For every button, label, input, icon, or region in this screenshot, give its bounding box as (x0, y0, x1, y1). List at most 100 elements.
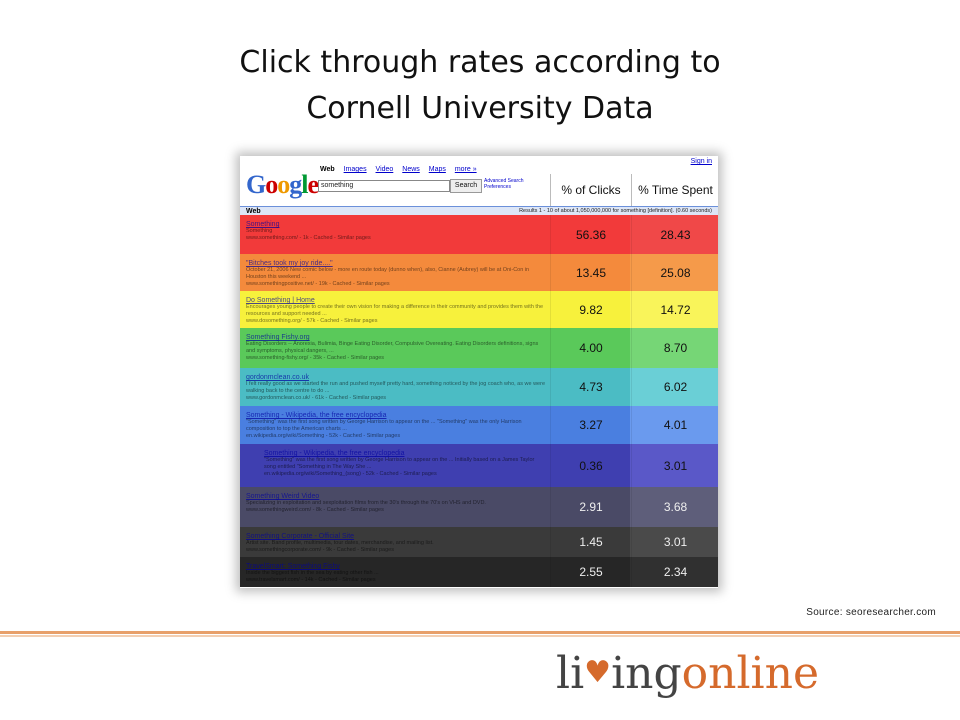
result-row: Something Something www.something.com/ - 1… (240, 215, 718, 254)
sign-in-link[interactable]: Sign in (690, 158, 712, 165)
result-row: "Bitches took my joy ride...." October 21… (240, 254, 718, 291)
result-url: en.wikipedia.org/wiki/Something_(song) -… (264, 471, 437, 477)
serp-nav: Web Images Video News Maps more » (320, 166, 484, 173)
result-url: www.somethingpositive.net/ - 19k - Cache… (246, 281, 390, 287)
time-spent-value: 8.70 (631, 328, 718, 368)
time-column-header: % Time Spent (631, 174, 718, 206)
result-description: Artist site. Band profile, multimedia, t… (246, 540, 434, 546)
result-url: en.wikipedia.org/wiki/Something - 52k - … (246, 433, 401, 439)
time-spent-value: 14.72 (631, 291, 718, 328)
result-snippet: Do Something | Home Encourages young peop… (246, 297, 546, 325)
clicks-value: 56.36 (550, 215, 631, 254)
result-description: Eating Disorders -- Anorexia, Bulimia, B… (246, 341, 539, 354)
clicks-value: 13.45 (550, 254, 631, 291)
result-description: Inside the biggest fish in the sea by ea… (246, 570, 379, 576)
nav-news[interactable]: News (402, 166, 420, 173)
logo-part3: online (681, 648, 819, 699)
source-caption: Source: seoresearcher.com (806, 607, 936, 618)
result-snippet: Something - Wikipedia, the free encyclop… (264, 450, 546, 478)
nav-more[interactable]: more » (454, 166, 477, 173)
livingonline-logo: li♥ingonline (556, 642, 832, 704)
time-spent-value: 3.01 (631, 444, 718, 487)
time-spent-value: 3.68 (631, 487, 718, 527)
result-snippet: "Bitches took my joy ride...." October 21… (246, 260, 546, 288)
result-snippet: Something - Wikipedia, the free encyclop… (246, 412, 546, 440)
serp-screenshot: Google Web Images Video News Maps more »… (240, 156, 718, 588)
advanced-search-link[interactable]: Advanced Search Preferences (484, 178, 524, 190)
result-title-link[interactable]: Something Fishy.org (246, 334, 310, 341)
clicks-value: 3.27 (550, 406, 631, 444)
nav-web[interactable]: Web (320, 166, 335, 173)
clicks-column-header: % of Clicks (550, 174, 631, 206)
result-description: Something (246, 228, 273, 234)
search-button[interactable]: Search (450, 179, 482, 193)
time-spent-value: 4.01 (631, 406, 718, 444)
clicks-value: 4.00 (550, 328, 631, 368)
result-title-link[interactable]: gordonmclean.co.uk (246, 374, 310, 381)
slide-title: Click through rates according to Cornell… (0, 40, 960, 132)
time-spent-value: 25.08 (631, 254, 718, 291)
clicks-value: 9.82 (550, 291, 631, 328)
time-spent-value: 2.34 (631, 557, 718, 587)
result-row: TravelSmart: Something Fishy Inside the b… (240, 557, 718, 587)
result-title-link[interactable]: Something - Wikipedia, the free encyclop… (246, 412, 387, 419)
web-label: Web (246, 208, 261, 215)
result-row: Something Fishy.org Eating Disorders -- A… (240, 328, 718, 368)
result-url: www.travelsmart.com/ - 14k - Cached - Si… (246, 577, 376, 583)
result-row: Something - Wikipedia, the free encyclop… (240, 406, 718, 444)
divider-line-light (0, 635, 960, 637)
result-description: Specializing in exploitation and sexploi… (246, 500, 486, 506)
result-title-link[interactable]: Something Weird Video (246, 493, 320, 500)
result-snippet: Something Fishy.org Eating Disorders -- A… (246, 334, 546, 362)
result-row: Something - Wikipedia, the free encyclop… (240, 444, 718, 487)
time-spent-value: 6.02 (631, 368, 718, 406)
slide-title-line1: Click through rates according to (239, 45, 721, 80)
logo-part2: ing (611, 648, 682, 699)
time-spent-value: 3.01 (631, 527, 718, 557)
result-row: gordonmclean.co.uk I felt really good as … (240, 368, 718, 406)
result-snippet: TravelSmart: Something Fishy Inside the b… (246, 563, 546, 584)
google-logo: Google (246, 170, 319, 199)
result-description: I felt really good as we started the run… (246, 381, 546, 394)
result-snippet: Something Something www.something.com/ - 1… (246, 221, 546, 242)
time-spent-value: 28.43 (631, 215, 718, 254)
results-count: Results 1 - 10 of about 1,050,000,000 fo… (519, 208, 712, 214)
serp-header: Google Web Images Video News Maps more »… (240, 156, 718, 206)
result-description: "Something" was the first song written b… (264, 457, 535, 470)
result-snippet: Something Corporate - Official Site Artis… (246, 533, 546, 554)
result-url: www.dosomething.org/ - 57k - Cached - Si… (246, 318, 378, 324)
result-rows: Something Something www.something.com/ - 1… (240, 215, 718, 587)
result-url: www.somethingweird.com/ - 8k - Cached - … (246, 507, 384, 513)
clicks-value: 0.36 (550, 444, 631, 487)
result-row: Something Weird Video Specializing in exp… (240, 487, 718, 527)
clicks-value: 4.73 (550, 368, 631, 406)
nav-images[interactable]: Images (343, 166, 367, 173)
result-title-link[interactable]: Something (246, 221, 280, 228)
result-snippet: Something Weird Video Specializing in exp… (246, 493, 546, 514)
result-url: www.something-fishy.org/ - 35k - Cached … (246, 355, 385, 361)
result-title-link[interactable]: Do Something | Home (246, 297, 315, 304)
logo-part1: li (556, 648, 585, 699)
result-description: Encourages young people to create their … (246, 304, 544, 317)
nav-maps[interactable]: Maps (428, 166, 446, 173)
clicks-value: 2.55 (550, 557, 631, 587)
result-url: www.something.com/ - 1k - Cached - Simil… (246, 235, 371, 241)
results-bar: Web Results 1 - 10 of about 1,050,000,00… (240, 206, 718, 216)
search-input[interactable]: something (318, 180, 450, 192)
result-row: Something Corporate - Official Site Artis… (240, 527, 718, 557)
result-snippet: gordonmclean.co.uk I felt really good as … (246, 374, 546, 402)
result-title-link[interactable]: Something Corporate - Official Site (246, 533, 355, 540)
result-url: www.gordonmclean.co.uk/ - 61k - Cached -… (246, 395, 387, 401)
clicks-value: 1.45 (550, 527, 631, 557)
heart-icon: ♥ (584, 655, 612, 690)
result-description: October 21, 2006 New comic below - more … (246, 267, 530, 280)
result-title-link[interactable]: Something - Wikipedia, the free encyclop… (264, 450, 405, 457)
divider-line (0, 631, 960, 634)
result-title-link[interactable]: "Bitches took my joy ride...." (246, 260, 333, 267)
result-title-link[interactable]: TravelSmart: Something Fishy (246, 563, 340, 570)
nav-video[interactable]: Video (375, 166, 394, 173)
result-description: "Something" was the first song written b… (246, 419, 522, 432)
result-url: www.somethingcorporate.com/ - 9k - Cache… (246, 547, 394, 553)
slide-title-line2: Cornell University Data (306, 91, 654, 126)
clicks-value: 2.91 (550, 487, 631, 527)
